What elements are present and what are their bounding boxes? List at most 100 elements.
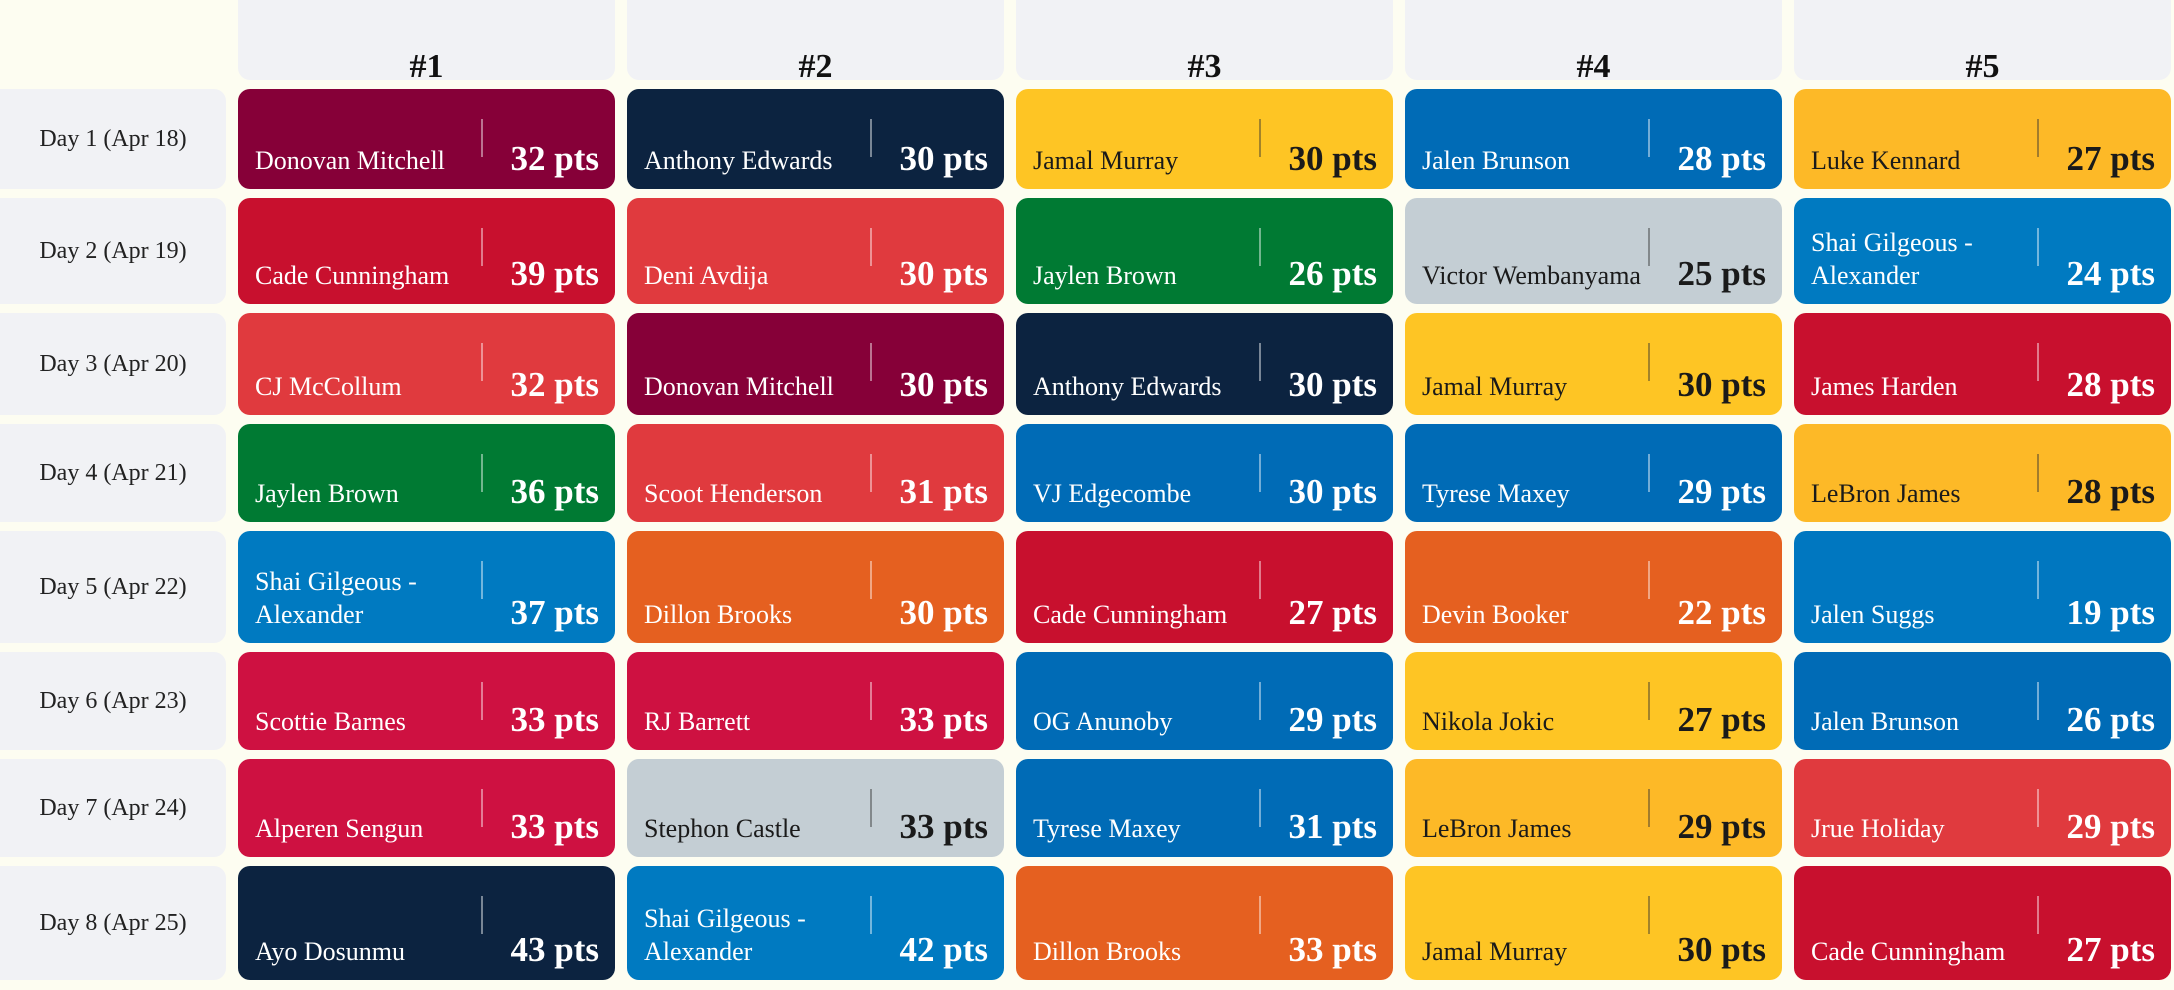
day-label: Day 8 (Apr 25) <box>0 866 226 980</box>
player-card: Luke Kennard 27 pts <box>1794 89 2171 189</box>
player-card: Shai Gilgeous -Alexander 37 pts <box>238 531 615 643</box>
player-card: Deni Avdija 30 pts <box>627 198 1004 304</box>
player-card: OG Anunoby 29 pts <box>1016 652 1393 750</box>
card-divider <box>481 454 483 492</box>
player-name: Shai Gilgeous -Alexander <box>644 904 806 966</box>
player-card: LeBron James 29 pts <box>1405 759 1782 857</box>
player-name: RJ Barrett <box>644 707 751 736</box>
player-card: Scoot Henderson 31 pts <box>627 424 1004 522</box>
points-value: 26 pts <box>2066 700 2156 739</box>
player-card: Victor Wembanyama 25 pts <box>1405 198 1782 304</box>
card-divider <box>1259 228 1261 266</box>
card-divider <box>1648 119 1650 157</box>
points-value: 28 pts <box>2066 472 2156 511</box>
player-name: Jaylen Brown <box>1033 261 1177 290</box>
card-divider <box>1648 896 1650 934</box>
player-card: Cade Cunningham 39 pts <box>238 198 615 304</box>
card-divider <box>481 228 483 266</box>
card-divider <box>2037 789 2039 827</box>
player-card: Jamal Murray 30 pts <box>1405 313 1782 415</box>
player-name: James Harden <box>1811 372 1958 401</box>
player-name: Jalen Suggs <box>1811 600 1935 629</box>
player-card: Cade Cunningham 27 pts <box>1016 531 1393 643</box>
card-divider <box>2037 454 2039 492</box>
card-divider <box>1259 343 1261 381</box>
card-divider <box>870 561 872 599</box>
rank-header-5: #5 <box>1794 0 2171 84</box>
points-value: 33 pts <box>899 807 989 846</box>
card-divider <box>481 561 483 599</box>
player-card: Jaylen Brown 26 pts <box>1016 198 1393 304</box>
points-value: 27 pts <box>1288 593 1378 632</box>
player-name: Shai Gilgeous -Alexander <box>1811 228 1973 290</box>
player-card: James Harden 28 pts <box>1794 313 2171 415</box>
player-card: LeBron James 28 pts <box>1794 424 2171 522</box>
player-name: OG Anunoby <box>1033 707 1173 736</box>
card-divider <box>1648 789 1650 827</box>
player-name: Devin Booker <box>1422 600 1569 629</box>
player-card: CJ McCollum 32 pts <box>238 313 615 415</box>
player-card: VJ Edgecombe 30 pts <box>1016 424 1393 522</box>
points-value: 32 pts <box>510 365 600 404</box>
player-name: LeBron James <box>1811 479 1961 508</box>
rank-header-label: #5 <box>1965 48 2000 85</box>
player-name: VJ Edgecombe <box>1033 479 1192 508</box>
points-value: 33 pts <box>899 700 989 739</box>
points-value: 30 pts <box>1288 365 1378 404</box>
player-name: Cade Cunningham <box>1811 937 2006 966</box>
card-divider <box>2037 228 2039 266</box>
player-name: Jamal Murray <box>1033 146 1179 175</box>
player-card: Devin Booker 22 pts <box>1405 531 1782 643</box>
card-divider <box>1259 561 1261 599</box>
player-card: Jalen Brunson 26 pts <box>1794 652 2171 750</box>
card-divider <box>870 682 872 720</box>
player-card: Donovan Mitchell 32 pts <box>238 89 615 189</box>
points-value: 30 pts <box>899 254 989 293</box>
player-card: Jalen Brunson 28 pts <box>1405 89 1782 189</box>
player-name: Anthony Edwards <box>1033 372 1222 401</box>
day-label: Day 5 (Apr 22) <box>0 531 226 643</box>
card-divider <box>481 119 483 157</box>
player-card: Jrue Holiday 29 pts <box>1794 759 2171 857</box>
card-divider <box>481 343 483 381</box>
points-value: 19 pts <box>2066 593 2156 632</box>
card-divider <box>870 228 872 266</box>
player-card: Anthony Edwards 30 pts <box>627 89 1004 189</box>
player-card: Stephon Castle 33 pts <box>627 759 1004 857</box>
player-card: Tyrese Maxey 29 pts <box>1405 424 1782 522</box>
player-card: RJ Barrett 33 pts <box>627 652 1004 750</box>
player-name: Donovan Mitchell <box>255 146 445 175</box>
player-card: Shai Gilgeous -Alexander 42 pts <box>627 866 1004 980</box>
player-card: Donovan Mitchell 30 pts <box>627 313 1004 415</box>
rank-header-2: #2 <box>627 0 1004 84</box>
points-value: 39 pts <box>510 254 600 293</box>
points-value: 33 pts <box>1288 930 1378 969</box>
player-name: Cade Cunningham <box>255 261 450 290</box>
card-divider <box>2037 343 2039 381</box>
day-label: Day 2 (Apr 19) <box>0 198 226 304</box>
player-card: Jalen Suggs 19 pts <box>1794 531 2171 643</box>
player-name: Tyrese Maxey <box>1422 479 1570 508</box>
card-divider <box>481 682 483 720</box>
points-value: 30 pts <box>899 593 989 632</box>
rank-header-4: #4 <box>1405 0 1782 84</box>
player-name: Victor Wembanyama <box>1422 261 1641 290</box>
player-card: Jamal Murray 30 pts <box>1405 866 1782 980</box>
player-name: Jalen Brunson <box>1811 707 1960 736</box>
card-divider <box>1259 454 1261 492</box>
rank-header-3: #3 <box>1016 0 1393 84</box>
grid-corner <box>0 0 226 80</box>
points-value: 27 pts <box>2066 139 2156 178</box>
points-value: 22 pts <box>1677 593 1767 632</box>
points-value: 29 pts <box>1288 700 1378 739</box>
player-card: Alperen Sengun 33 pts <box>238 759 615 857</box>
player-name: Dillon Brooks <box>1033 937 1182 966</box>
points-value: 31 pts <box>899 472 989 511</box>
card-divider <box>1259 896 1261 934</box>
card-divider <box>1259 119 1261 157</box>
points-value: 30 pts <box>899 139 989 178</box>
day-label: Day 7 (Apr 24) <box>0 759 226 857</box>
player-name: CJ McCollum <box>255 372 402 401</box>
points-value: 28 pts <box>2066 365 2156 404</box>
card-divider <box>870 343 872 381</box>
